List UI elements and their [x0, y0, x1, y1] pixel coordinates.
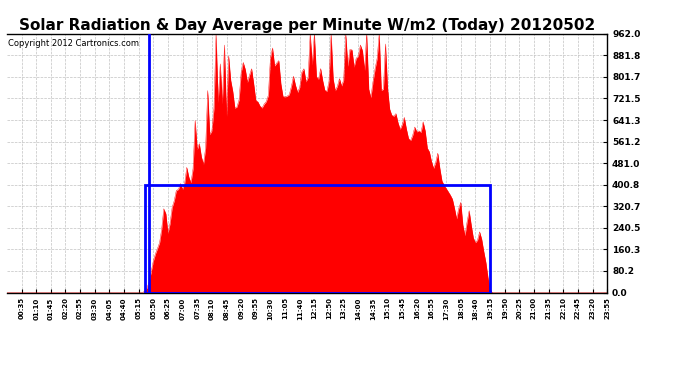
Text: Copyright 2012 Cartronics.com: Copyright 2012 Cartronics.com — [8, 39, 139, 48]
Bar — [145, 185, 490, 292]
Title: Solar Radiation & Day Average per Minute W/m2 (Today) 20120502: Solar Radiation & Day Average per Minute… — [19, 18, 595, 33]
